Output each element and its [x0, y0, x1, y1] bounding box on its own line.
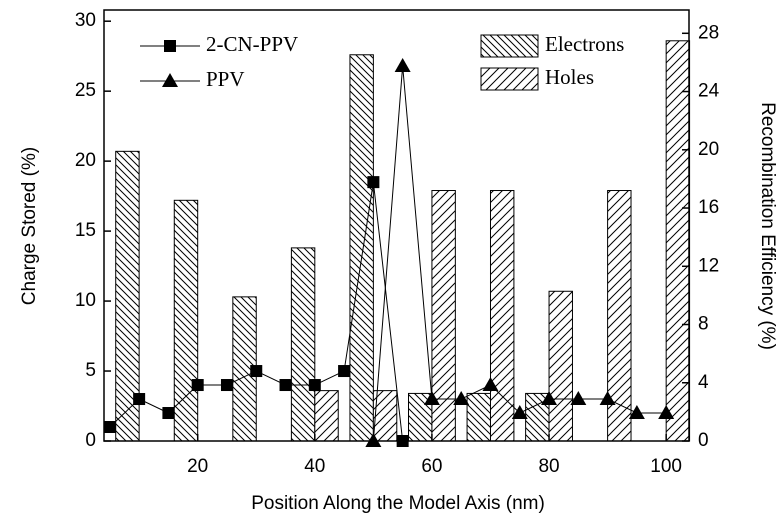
marker	[103, 421, 116, 434]
marker	[365, 433, 382, 447]
marker	[423, 391, 440, 406]
y-axis-title: Charge Stored (%)	[19, 147, 40, 305]
y-tick-label: 30	[75, 10, 96, 31]
legend-label: Holes	[545, 65, 594, 89]
legend-marker	[164, 40, 176, 52]
y2-tick-label: 20	[698, 139, 719, 160]
y-tick-label: 25	[75, 80, 96, 101]
x-axis-title: Position Along the Model Axis (nm)	[251, 493, 545, 514]
marker	[394, 57, 411, 72]
y-tick-label: 5	[85, 360, 96, 381]
y2-tick-label: 8	[698, 314, 709, 335]
x-tick-label: 20	[187, 456, 208, 477]
y-tick-label: 20	[75, 150, 96, 171]
x-tick-label: 40	[304, 456, 325, 477]
marker	[453, 391, 470, 406]
x-tick-label: 60	[421, 456, 442, 477]
plot-frame	[103, 9, 690, 442]
y2-tick-label: 28	[698, 22, 719, 43]
bar	[349, 54, 374, 442]
legend-marker	[162, 73, 178, 87]
x-tick-label: 80	[538, 456, 559, 477]
legend-label: PPV	[206, 67, 245, 91]
marker	[628, 405, 645, 420]
marker	[541, 391, 558, 406]
marker	[599, 391, 616, 406]
y2-tick-label: 16	[698, 197, 719, 218]
marker	[308, 379, 321, 392]
marker	[220, 379, 233, 392]
legend-swatch	[480, 34, 539, 58]
marker	[162, 407, 175, 420]
y-tick-label: 15	[75, 220, 96, 241]
y2-tick-label: 0	[698, 430, 709, 451]
y2-axis-title: Recombination Efficiency (%)	[757, 102, 778, 350]
y-tick-label: 10	[75, 290, 96, 311]
marker	[367, 176, 380, 189]
legend-label: Electrons	[545, 32, 624, 56]
bar	[314, 390, 339, 442]
y2-tick-label: 4	[698, 372, 709, 393]
bar	[290, 247, 316, 442]
legend-label: 2-CN-PPV	[206, 32, 298, 56]
y2-tick-label: 12	[698, 255, 719, 276]
marker	[658, 405, 675, 420]
bar	[173, 199, 199, 442]
legend-swatch	[480, 67, 539, 91]
marker	[570, 391, 587, 406]
marker	[191, 379, 204, 392]
y2-tick-label: 24	[698, 81, 720, 102]
marker	[338, 365, 351, 378]
marker	[511, 405, 528, 420]
bar	[548, 290, 573, 442]
x-tick-label: 100	[650, 456, 682, 477]
bar	[466, 392, 491, 442]
bar	[665, 40, 691, 442]
y-tick-label: 0	[85, 430, 96, 451]
marker	[279, 379, 292, 392]
marker	[250, 365, 263, 378]
marker	[482, 377, 499, 392]
marker	[133, 393, 146, 406]
